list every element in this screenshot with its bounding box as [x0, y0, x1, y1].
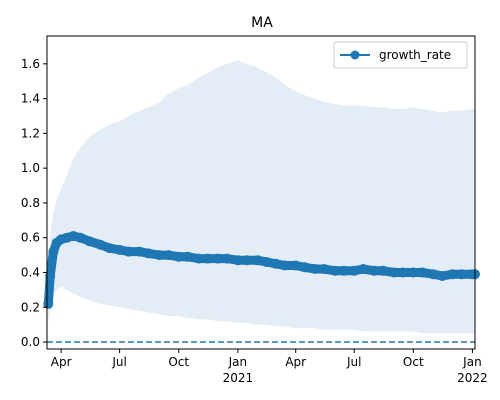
y-tick-label: 0.2 [21, 300, 40, 314]
x-tick-label: Jan [228, 355, 248, 369]
y-tick-label: 0.0 [21, 335, 40, 349]
growth-rate-point [447, 269, 458, 280]
x-tick-year-label: 2022 [457, 371, 488, 385]
growth-rate-point [290, 260, 301, 271]
legend-frame [333, 41, 468, 69]
y-tick-label: 1.4 [21, 92, 40, 106]
growth-rate-point [212, 253, 223, 264]
growth-rate-point [221, 253, 232, 264]
growth-rate-point [45, 271, 56, 281]
x-tick-label: Apr [51, 355, 72, 369]
growth-rate-point [154, 250, 165, 261]
growth-rate-point [48, 246, 59, 257]
growth-rate-point [408, 267, 419, 278]
growth-rate-point [437, 271, 448, 281]
growth-rate-point [95, 239, 106, 250]
growth-rate-point [279, 260, 290, 271]
growth-rate-point [173, 251, 184, 262]
growth-rate-point [163, 250, 174, 261]
growth-rate-point [134, 246, 145, 257]
plot-frame [46, 35, 476, 350]
growth-rate-point [43, 298, 54, 309]
growth-rate-point [299, 262, 310, 273]
chart-title: MA [251, 15, 273, 31]
legend-marker-growth-rate [350, 50, 360, 60]
growth-rate-point [358, 264, 369, 274]
x-axis: Apr Jul Oct Jan 2021 Apr Jul Oct Jan 2022 [51, 349, 488, 385]
series-layer [43, 231, 480, 309]
growth-rate-point [378, 265, 389, 276]
x-tick-year-label: 2021 [223, 371, 254, 385]
x-tick-label: Oct [403, 355, 424, 369]
growth-rate-point [398, 267, 408, 278]
growth-rate-point [310, 264, 320, 274]
growth-rate-point [252, 255, 263, 266]
y-tick-label: 0.6 [21, 231, 40, 245]
growth-rate-point [270, 258, 281, 269]
growth-rate-point [329, 265, 340, 276]
x-tick-label: Apr [285, 355, 306, 369]
growth-rate-point [389, 267, 399, 278]
growth-rate-point [123, 246, 134, 257]
y-tick-label: 0.4 [21, 265, 40, 279]
y-tick-label: 0.8 [21, 196, 40, 210]
growth-rate-point [417, 267, 428, 278]
growth-rate-point [456, 269, 467, 280]
legend-label-growth-rate: growth_rate [379, 48, 451, 62]
x-tick-label: Oct [168, 355, 189, 369]
growth-rate-point [428, 269, 439, 280]
x-tick-label: Jan [462, 355, 482, 369]
y-tick-label: 1.2 [21, 126, 40, 140]
confidence-band [48, 60, 476, 334]
growth-rate-point [114, 244, 125, 255]
y-tick-label: 1.0 [21, 161, 40, 175]
growth-rate-point [232, 255, 243, 266]
y-tick-label: 1.6 [21, 57, 40, 71]
growth-rate-point [338, 265, 349, 276]
growth-rate-point [75, 232, 86, 243]
growth-rate-point [202, 253, 213, 264]
growth-rate-point [84, 236, 95, 247]
y-axis: 0.0 0.2 0.4 0.6 0.8 1.0 1.2 1.4 1.6 [21, 57, 47, 349]
growth-rate-point [182, 251, 193, 262]
confidence-band-layer [48, 60, 476, 334]
legend: growth_rate [333, 41, 468, 69]
growth-rate-point [261, 257, 272, 268]
x-tick-label: Jul [346, 355, 361, 369]
growth-rate-point [369, 265, 380, 276]
x-tick-label: Jul [111, 355, 126, 369]
growth-rate-point [349, 265, 360, 276]
growth-rate-point [143, 248, 154, 259]
growth-rate-point [319, 264, 329, 274]
growth-rate-point [104, 243, 115, 254]
growth-rate-point [241, 255, 252, 266]
growth-rate-point [193, 253, 204, 264]
